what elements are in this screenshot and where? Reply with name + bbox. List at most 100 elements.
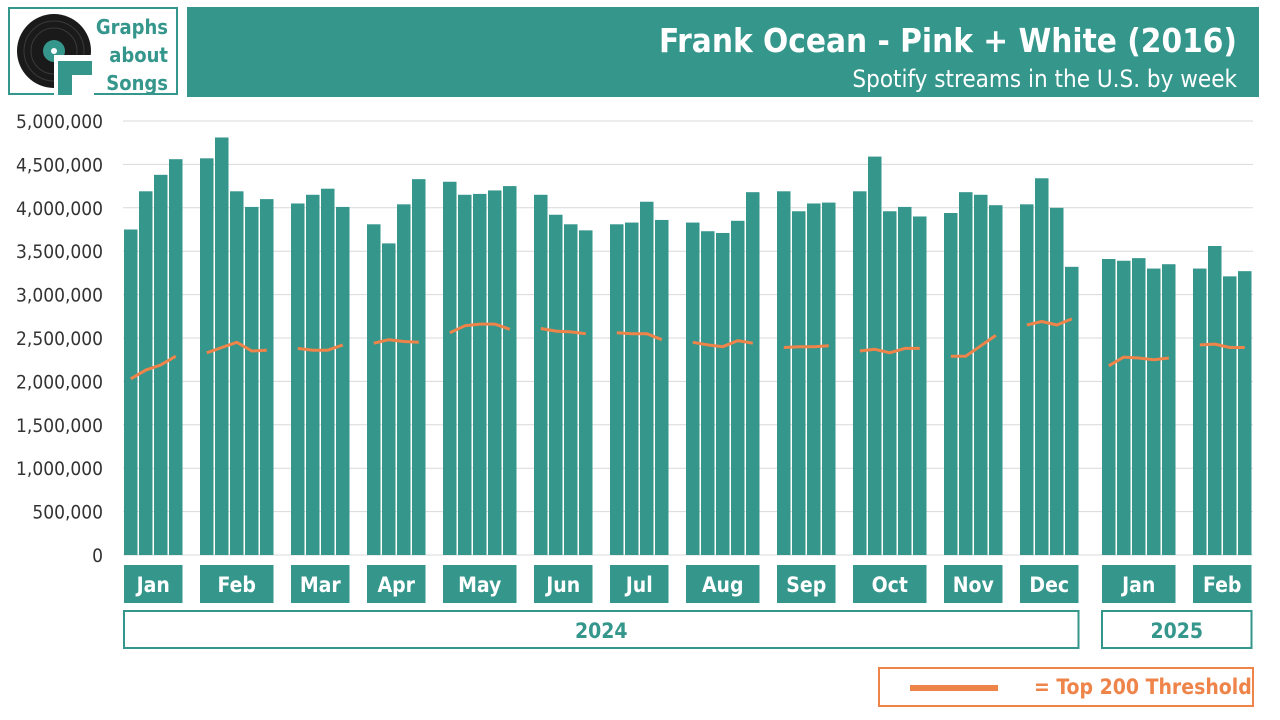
logo-line-1: Graphs [95, 15, 168, 39]
year-label: 2025 [1150, 619, 1203, 643]
bar [412, 179, 426, 555]
legend-threshold-swatch [910, 685, 998, 691]
bar [1162, 264, 1176, 555]
vinyl-record-icon [17, 14, 94, 95]
y-tick-label: 4,500,000 [16, 154, 103, 176]
bar [1132, 258, 1146, 555]
bar [989, 205, 1003, 556]
bar [868, 156, 882, 555]
year-label: 2024 [575, 619, 628, 643]
bar [443, 181, 457, 555]
month-label-box [124, 565, 183, 603]
bar [716, 232, 730, 556]
month-label-box [944, 565, 1003, 603]
bar [503, 186, 517, 555]
month-label-box [610, 565, 669, 603]
bar [625, 222, 639, 555]
threshold-line [449, 322, 511, 335]
chart-title: Frank Ocean - Pink + White (2016) [658, 21, 1237, 60]
y-tick-label: 500,000 [32, 502, 103, 524]
y-tick-label: 2,000,000 [16, 371, 103, 393]
bar [898, 206, 912, 555]
month-label: May [458, 573, 501, 597]
month-label: Feb [1203, 573, 1241, 597]
month-label-box [291, 565, 350, 603]
bar [230, 191, 244, 556]
year-label-box [1101, 610, 1253, 649]
bar [777, 191, 791, 556]
bar [853, 191, 867, 556]
month-label-box [853, 565, 927, 603]
threshold-line [373, 338, 419, 345]
bar [260, 199, 274, 555]
bar [397, 204, 411, 555]
bar [1035, 178, 1049, 555]
threshold-line [950, 334, 997, 358]
threshold-line [130, 354, 177, 381]
bar [1102, 259, 1116, 555]
y-tick-label: 2,500,000 [16, 328, 103, 350]
bar [306, 194, 320, 555]
threshold-line [616, 331, 663, 342]
threshold-line [692, 339, 754, 349]
bar [473, 193, 487, 556]
y-tick-label: 1,500,000 [16, 415, 103, 437]
bar [746, 192, 760, 555]
bar [883, 211, 897, 555]
bar [1238, 271, 1252, 555]
bar [686, 222, 700, 555]
threshold-line [297, 343, 344, 352]
bar [944, 213, 958, 555]
bar [1208, 245, 1222, 555]
month-label-box [1020, 565, 1079, 603]
month-label-box [1193, 565, 1252, 603]
bar [291, 203, 305, 555]
bar [1147, 268, 1161, 555]
month-label: Nov [953, 573, 995, 597]
year-label-box [123, 610, 1080, 649]
logo: Graphs about Songs [8, 7, 178, 95]
bar [807, 203, 821, 555]
bar [245, 206, 259, 555]
bar [974, 194, 988, 555]
y-tick-label: 3,500,000 [16, 241, 103, 263]
threshold-line [206, 340, 267, 355]
threshold-line [783, 344, 829, 349]
month-label-box [200, 565, 274, 603]
month-label: Jul [624, 573, 653, 597]
bar [655, 219, 669, 555]
bar [792, 211, 806, 555]
bar [382, 243, 396, 555]
bar [367, 224, 381, 556]
bar [822, 202, 836, 556]
streams-chart: 0 500,000 1,000,000 1,500,000 2,000,000 2,500… [16, 111, 1253, 649]
bar [488, 190, 502, 555]
month-label: Jan [1120, 573, 1155, 597]
bar [579, 230, 593, 556]
month-label: Feb [218, 573, 256, 597]
logo-line-2: about [109, 43, 168, 67]
month-label: Apr [378, 573, 416, 597]
bar [1193, 268, 1207, 555]
legend-label: = Top 200 Threshold [1034, 675, 1252, 699]
bar [1117, 260, 1131, 555]
bar [124, 229, 138, 555]
threshold-line [859, 346, 920, 355]
month-label: Mar [300, 573, 342, 597]
chart-subtitle: Spotify streams in the U.S. by week [852, 65, 1237, 93]
threshold-line [1026, 317, 1073, 327]
month-label: Dec [1029, 573, 1069, 597]
month-label-box [777, 565, 836, 603]
threshold-line [540, 327, 586, 336]
y-tick-label: 1,000,000 [16, 458, 103, 480]
bar [534, 194, 548, 555]
bar [913, 216, 927, 556]
month-label-box [367, 565, 426, 603]
month-label: Jan [135, 573, 170, 597]
bar [610, 224, 624, 556]
month-label: Sep [786, 573, 826, 597]
bar [1050, 207, 1064, 556]
month-label-box [443, 565, 517, 603]
bar [321, 188, 335, 556]
bar [731, 220, 745, 555]
